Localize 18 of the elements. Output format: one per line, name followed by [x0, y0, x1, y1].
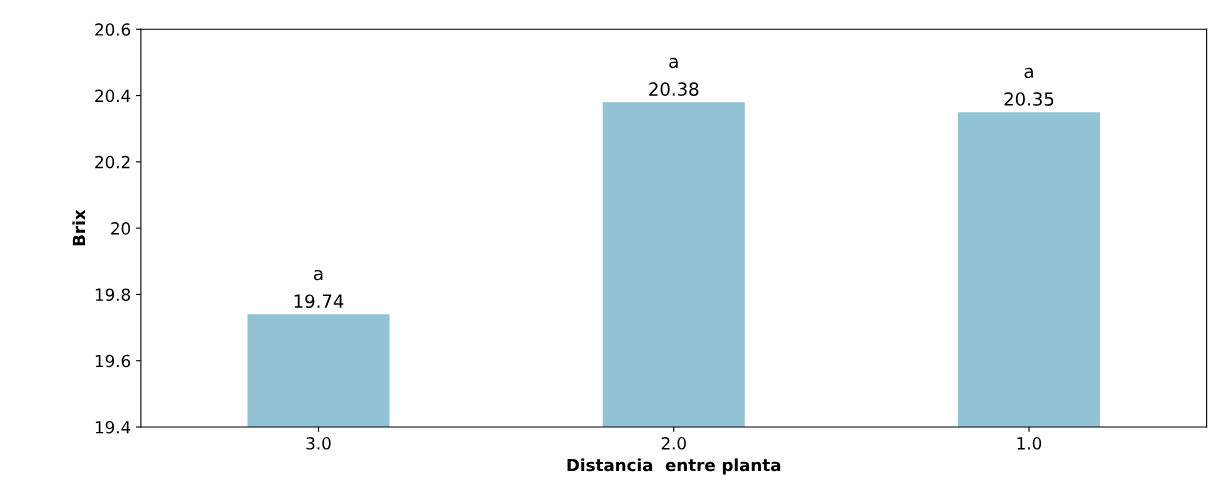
data-label: 19.74 — [294, 294, 344, 309]
x-tick-label: 1.0 — [1017, 437, 1042, 450]
data-label: 20.38 — [649, 82, 699, 96]
x-tick-label: 2.0 — [661, 437, 686, 450]
y-tick-label: 20.2 — [95, 155, 130, 169]
y-tick-label: 19.6 — [95, 354, 131, 368]
y-tick-label: 20 — [111, 222, 131, 235]
y-tick-label: 20.6 — [95, 23, 131, 36]
data-label: 20.35 — [1004, 92, 1054, 106]
x-axis-title: Distancia entre planta — [567, 458, 781, 475]
annotation: a — [669, 57, 678, 69]
annotation: a — [1024, 67, 1033, 79]
annotation: a — [314, 269, 323, 281]
y-tick-label: 19.8 — [95, 288, 131, 301]
x-tick-label: 3.0 — [306, 437, 331, 450]
y-tick-label: 20.4 — [95, 89, 131, 103]
y-axis-title: Brix — [72, 209, 86, 246]
y-tick-label: 19.4 — [95, 420, 131, 434]
